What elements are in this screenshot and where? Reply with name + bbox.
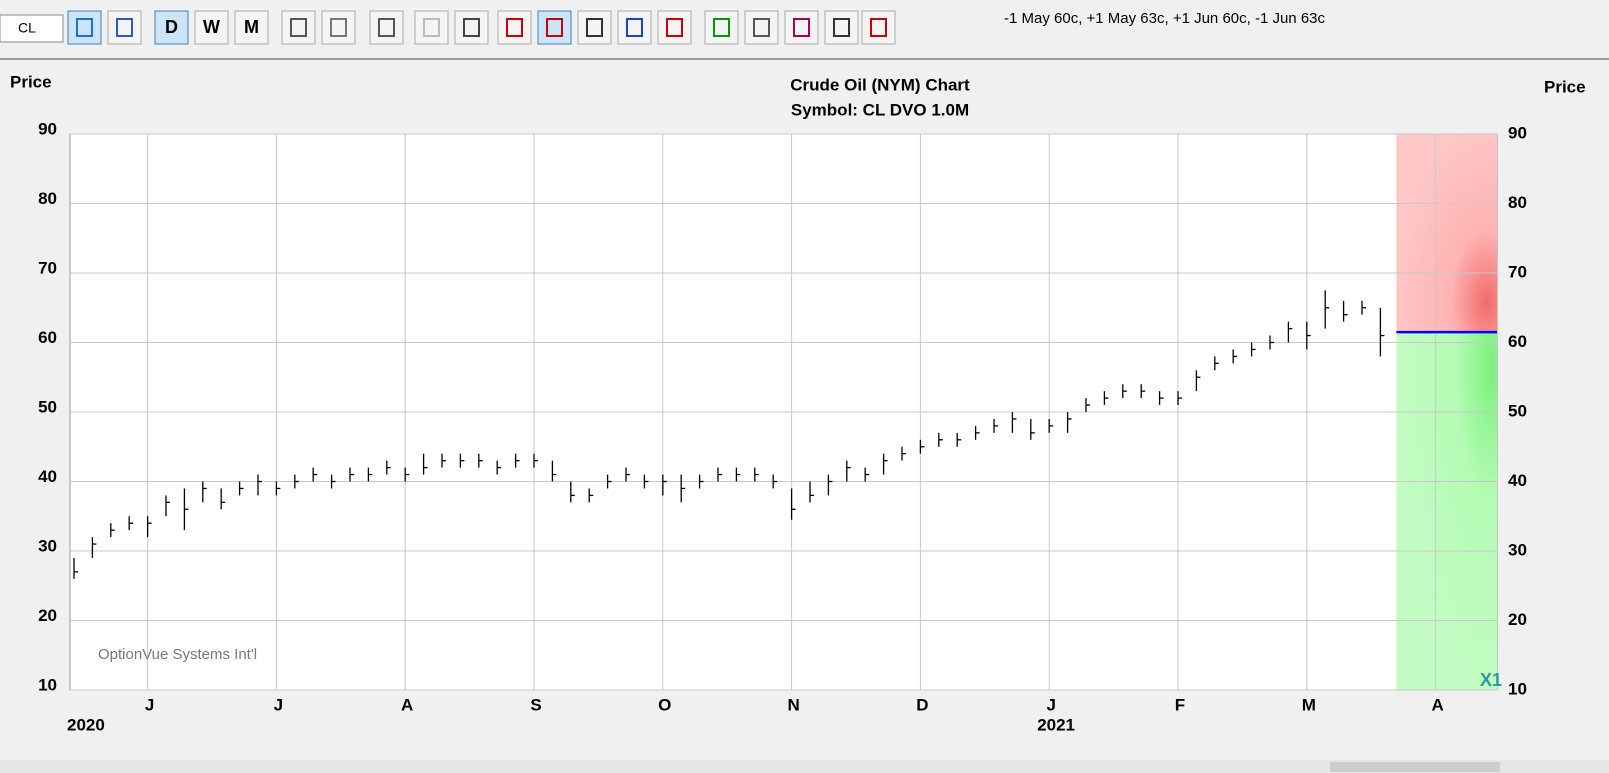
x-tick-label: J [1046,695,1055,714]
toolbar-button[interactable] [824,10,859,45]
toolbar-button[interactable] [537,10,572,45]
period-button-label[interactable]: D [165,17,178,37]
y2-tick-label: 30 [1508,540,1527,559]
button-icon [463,18,480,37]
toolbar-button[interactable] [617,10,652,45]
projection-up [1396,134,1497,333]
x-tick-label: F [1175,695,1185,714]
y2-tick-label: 50 [1508,401,1527,420]
button-icon [666,18,683,37]
toolbar-button[interactable] [154,10,189,45]
period-button-label[interactable]: M [244,17,259,37]
button-icon [586,18,603,37]
y2-tick-label: 80 [1508,193,1527,212]
toolbar-button[interactable] [784,10,819,45]
button-icon [626,18,643,37]
toolbar-button[interactable] [704,10,739,45]
x-tick-label: M [1302,695,1316,714]
y-tick-label: 30 [38,536,57,555]
button-icon [546,18,563,37]
button-icon [713,18,730,37]
chart-title: Crude Oil (NYM) Chart [790,75,970,94]
toolbar-button[interactable] [657,10,692,45]
period-button-label[interactable]: W [203,17,220,37]
toolbar-button[interactable] [234,10,269,45]
x-tick-label: J [274,695,283,714]
toolbar-button[interactable] [577,10,612,45]
position-text: -1 May 60c, +1 May 63c, +1 Jun 60c, -1 J… [1004,10,1326,27]
x-tick-label: O [658,695,671,714]
scrollbar[interactable] [0,760,1609,773]
y-tick-label: 40 [38,467,57,486]
toolbar-button[interactable] [194,10,229,45]
x-tick-label: A [1431,695,1443,714]
plot: 10 20 30 40 50 60 70 80 90 10 20 30 40 50 60 70 80 90 J J A S… [38,119,1527,734]
x-tick-label: D [916,695,928,714]
y-tick-label: 90 [38,119,57,138]
toolbar-button[interactable] [454,10,489,45]
y2-tick-label: 90 [1508,123,1527,142]
y2-axis-label: Price [1544,77,1586,96]
button-icon [290,18,307,37]
button-icon [833,18,850,37]
x-tick-label: N [787,695,799,714]
toolbar-button[interactable] [321,10,356,45]
y-tick-label: 20 [38,606,57,625]
toolbar-button[interactable] [281,10,316,45]
y-tick-label: 80 [38,189,57,208]
watermark: OptionVue Systems Int'l [98,646,257,663]
toolbar-button[interactable] [744,10,779,45]
y2-tick-label: 20 [1508,610,1527,629]
x-tick-label: A [401,695,413,714]
button-icon [506,18,523,37]
corner-label: X1 [1480,670,1502,690]
button-icon [423,18,440,37]
toolbar-button[interactable] [107,10,142,45]
symbol-box[interactable] [0,14,64,43]
button-icon [378,18,395,37]
chart-subtitle: Symbol: CL DVO 1.0M [791,100,969,119]
projection-down [1396,332,1497,690]
y-tick-label: 60 [38,328,57,347]
y-axis-label: Price [10,72,52,91]
y2-tick-label: 40 [1508,471,1527,490]
y-tick-label: 10 [38,675,57,694]
toolbar-button[interactable] [369,10,404,45]
year-label: 2020 [67,715,105,734]
scroll-thumb[interactable] [1330,762,1500,772]
x-tick-label: S [530,695,541,714]
y-tick-label: 70 [38,258,57,277]
symbol-input[interactable]: CL [18,20,36,36]
button-icon [76,18,93,37]
toolbar-button[interactable] [414,10,449,45]
toolbar-button[interactable] [497,10,532,45]
year-label: 2021 [1037,715,1075,734]
button-icon [753,18,770,37]
y-tick-label: 50 [38,397,57,416]
y2-tick-label: 60 [1508,332,1527,351]
toolbar-button[interactable] [861,10,896,45]
button-icon [793,18,810,37]
button-icon [870,18,887,37]
y2-tick-label: 70 [1508,262,1527,281]
button-icon [116,18,133,37]
x-tick-label: J [145,695,154,714]
button-icon [330,18,347,37]
y2-tick-label: 10 [1508,679,1527,698]
toolbar-button[interactable] [67,10,102,45]
